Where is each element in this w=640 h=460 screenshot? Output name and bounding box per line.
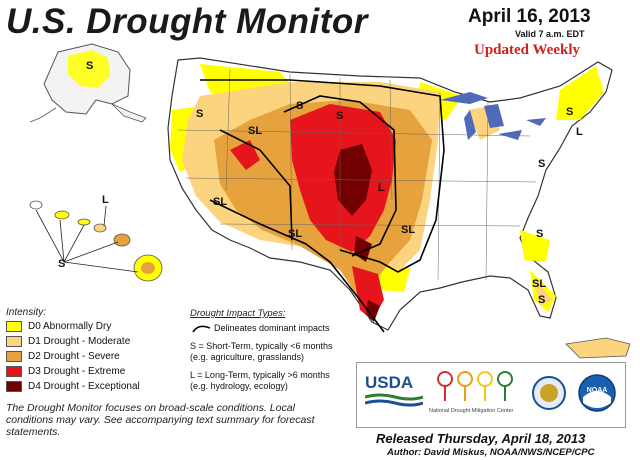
noaa-logo: NOAA [577, 373, 617, 418]
alaska-region [29, 43, 147, 123]
map-impact-label: L [576, 126, 583, 138]
legend-item-d0: D0 Abnormally Dry [6, 320, 111, 333]
map-impact-label: S [566, 106, 574, 118]
legend-swatch [6, 366, 22, 377]
impact-types-title: Drought Impact Types: [190, 308, 286, 319]
map-impact-label: S [538, 294, 546, 306]
partner-logos: USDA National Drought Mitigation Center … [356, 362, 626, 428]
ndmc-logo: National Drought Mitigation Center [429, 369, 521, 414]
map-impact-label: SL [288, 228, 303, 240]
map-impact-label: S [296, 100, 304, 112]
state-lines [177, 69, 537, 281]
author: Author: David Miskus, NOAA/NWS/NCEP/CPC [387, 447, 595, 458]
impact-boundaries [200, 79, 445, 333]
commerce-seal-icon [531, 375, 567, 416]
hawaii-region [29, 200, 163, 282]
map-impact-label: L [102, 194, 109, 206]
impact-long-term: L = Long-Term, typically >6 months [190, 370, 330, 380]
impact-delineates: Delineates dominant impacts [214, 323, 330, 333]
impact-short-example: (e.g. agriculture, grasslands) [190, 352, 305, 362]
usda-logo: USDA [364, 373, 424, 412]
legend-item-d4: D4 Drought - Exceptional [6, 380, 140, 393]
map-impact-label: S [86, 60, 94, 72]
map-impact-label: SL [248, 125, 263, 137]
legend-swatch [6, 321, 22, 332]
legend-item-d2: D2 Drought - Severe [6, 350, 120, 363]
valid-time: Valid 7 a.m. EDT [515, 29, 585, 39]
legend-swatch [6, 336, 22, 347]
impact-long-example: (e.g. hydrology, ecology) [190, 381, 288, 391]
legend-title: Intensity: [6, 307, 47, 318]
map-impact-label: SL [213, 196, 228, 208]
impact-line-icon [192, 325, 211, 333]
usda-waves [364, 393, 424, 407]
legend-item-d1: D1 Drought - Moderate [6, 335, 130, 348]
map-impact-label: SL [532, 278, 547, 290]
legend-swatch [6, 351, 22, 362]
puerto-rico-region [565, 337, 631, 359]
legend-swatch [6, 381, 22, 392]
map-impact-label: S [536, 228, 544, 240]
map-impact-label: S [196, 108, 204, 120]
page-title: U.S. Drought Monitor [6, 2, 368, 41]
legend-item-d3: D3 Drought - Extreme [6, 365, 125, 378]
tree-icon [437, 371, 513, 401]
map-date: April 16, 2013 [468, 6, 591, 27]
map-impact-label: SL [401, 224, 416, 236]
update-frequency: Updated Weekly [474, 42, 580, 58]
impact-short-term: S = Short-Term, typically <6 months [190, 341, 333, 351]
release-date: Released Thursday, April 18, 2013 [376, 431, 586, 446]
map-impact-label: S [58, 258, 66, 270]
great-lakes [440, 92, 546, 140]
map-impact-label: S [538, 158, 546, 170]
map-impact-label: L [378, 182, 385, 194]
disclaimer-note: The Drought Monitor focuses on broad-sca… [6, 402, 315, 438]
map-impact-label: S [336, 110, 344, 122]
